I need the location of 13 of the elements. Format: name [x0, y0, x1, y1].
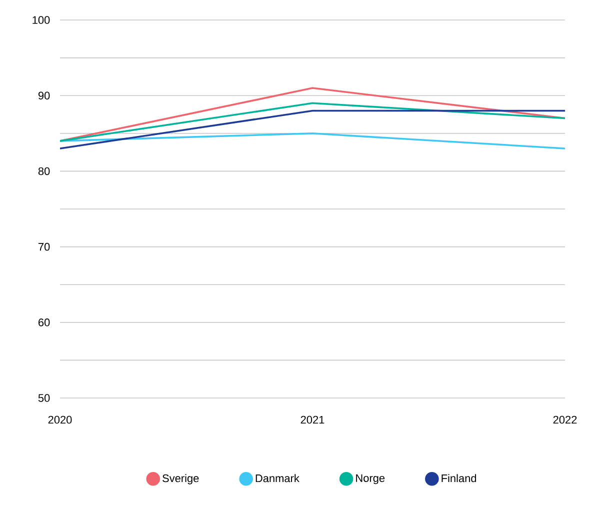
- y-tick-label: 100: [32, 16, 50, 24]
- legend-label: Sverige: [162, 474, 199, 484]
- legend-label: Norge: [356, 474, 385, 484]
- y-tick-label: 80: [38, 167, 50, 176]
- x-tick-label: 2022: [553, 416, 577, 424]
- x-tick-label: 2020: [48, 416, 72, 424]
- legend-label: Danmark: [256, 474, 300, 482]
- y-tick-label: 90: [38, 92, 50, 100]
- y-tick-label: 70: [38, 242, 50, 251]
- x-tick-label: 2021: [300, 416, 324, 424]
- legend-label: Finland: [442, 474, 476, 482]
- y-tick-label: 50: [38, 394, 50, 402]
- y-tick-label: 60: [38, 318, 50, 326]
